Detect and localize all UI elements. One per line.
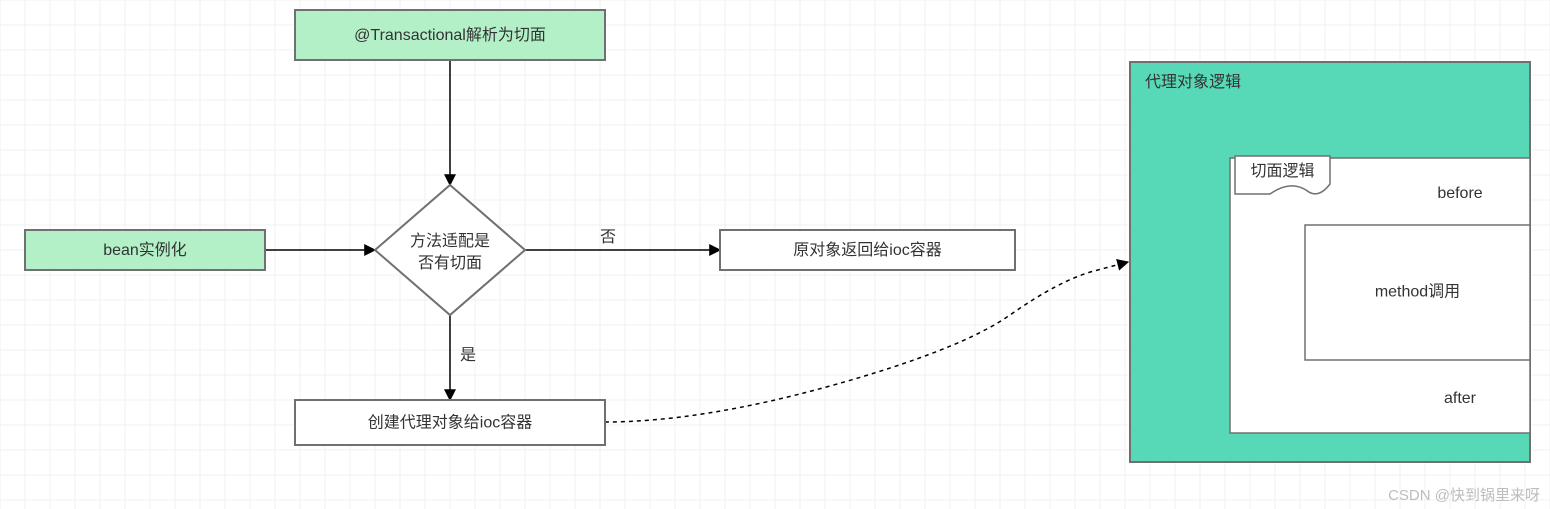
aspect-logic-tab-label: 切面逻辑 <box>1250 162 1314 180</box>
method-call-label: method调用 <box>1375 283 1460 301</box>
before-label: before <box>1437 185 1482 202</box>
edge-label-decision_to_original: 否 <box>600 229 616 246</box>
create-proxy-node-label: 创建代理对象给ioc容器 <box>368 414 532 432</box>
edge-label-decision_to_proxy: 是 <box>460 347 476 364</box>
decision-label-1: 方法适配是 <box>410 232 490 250</box>
transactional-node-label: @Transactional解析为切面 <box>354 26 546 44</box>
decision-label-2: 否有切面 <box>418 254 482 272</box>
proxy-container-title: 代理对象逻辑 <box>1145 73 1241 91</box>
bean-node-label: bean实例化 <box>103 241 187 259</box>
after-label: after <box>1444 390 1477 407</box>
return-original-node-label: 原对象返回给ioc容器 <box>793 241 941 259</box>
watermark: CSDN @快到锅里来呀 <box>1388 487 1540 504</box>
